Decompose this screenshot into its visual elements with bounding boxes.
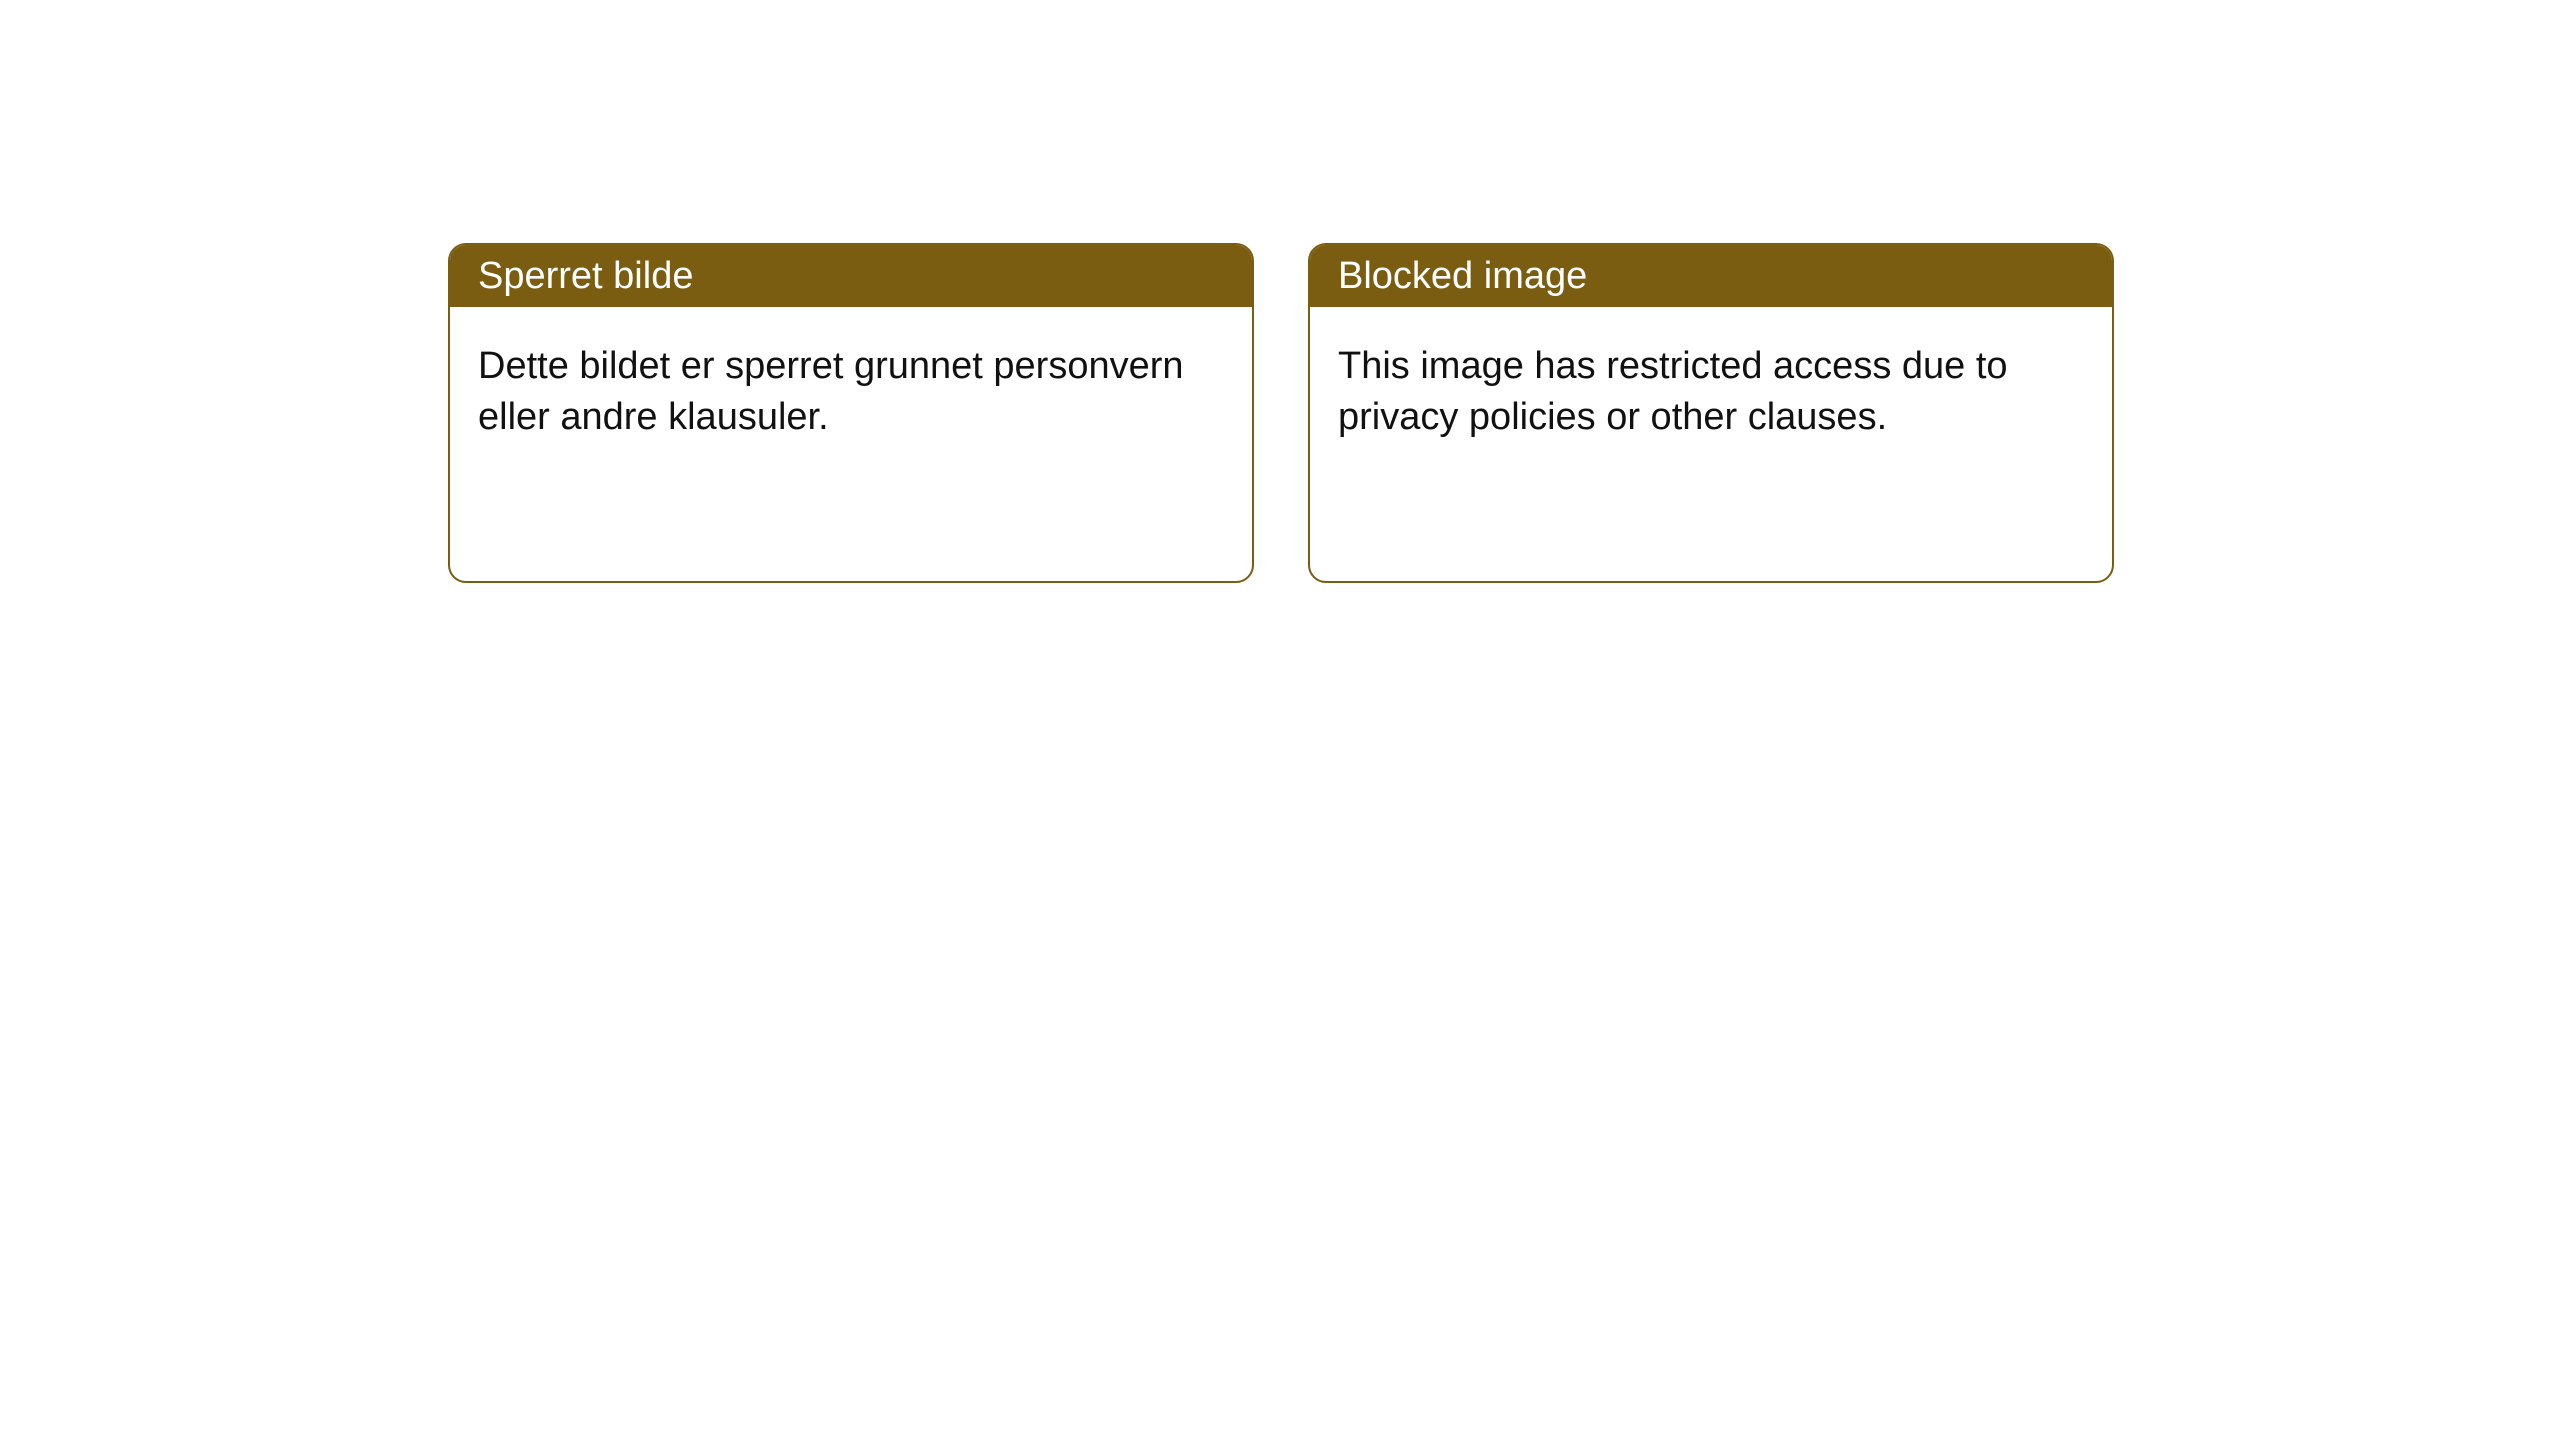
notice-cards-container: Sperret bilde Dette bildet er sperret gr… [448,243,2114,583]
card-title-norwegian: Sperret bilde [478,255,693,298]
card-title-english: Blocked image [1338,255,1587,298]
card-message-english: This image has restricted access due to … [1338,345,2008,438]
blocked-image-card-norwegian: Sperret bilde Dette bildet er sperret gr… [448,243,1254,583]
card-body-norwegian: Dette bildet er sperret grunnet personve… [450,307,1252,478]
card-body-english: This image has restricted access due to … [1310,307,2112,478]
card-message-norwegian: Dette bildet er sperret grunnet personve… [478,345,1184,438]
card-header-english: Blocked image [1310,245,2112,307]
card-header-norwegian: Sperret bilde [450,245,1252,307]
blocked-image-card-english: Blocked image This image has restricted … [1308,243,2114,583]
